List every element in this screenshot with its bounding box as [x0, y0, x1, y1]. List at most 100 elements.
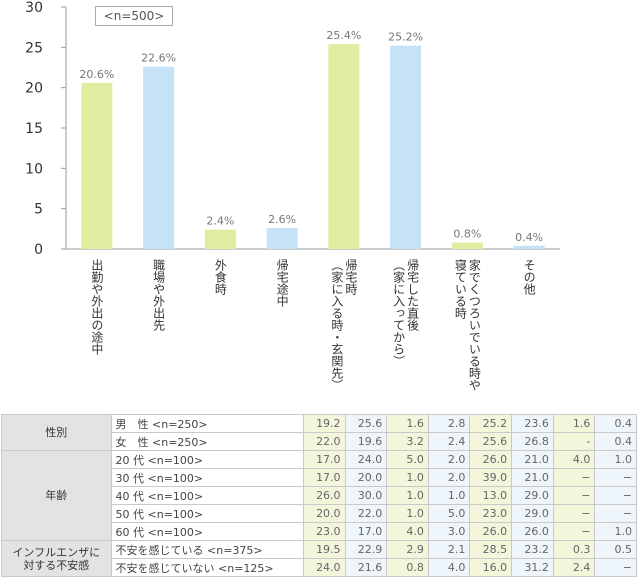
row-label: 不安を感じている <n=375> [110, 540, 304, 559]
category-label: （家に入ってから） [392, 259, 406, 367]
table-cell: 17.0 [302, 468, 346, 487]
chart-axes [61, 6, 560, 250]
table-cell: − [594, 558, 637, 577]
bar [328, 44, 360, 250]
bar [143, 66, 175, 250]
table-cell: 26.0 [469, 522, 513, 541]
table-row: 年齢 20 代 <n=100> 17.0 24.0 5.0 2.0 26.0 21.0 4.0 1… [1, 450, 637, 541]
table-cell: − [594, 468, 637, 487]
table-cell: 1.0 [386, 504, 429, 523]
row-label: 女 性 <n=250> [110, 432, 304, 451]
table-cell: 0.3 [552, 540, 596, 559]
y-tick-label: 10 [25, 161, 43, 177]
bar [390, 45, 422, 249]
bar [266, 228, 298, 249]
table-cell: - [552, 432, 596, 451]
table-cell: 22.9 [344, 540, 388, 559]
table-cell: 2.9 [386, 540, 429, 559]
row-label: 50 代 <n=100> [110, 504, 304, 523]
table-cell: 21.0 [511, 450, 554, 469]
row-label: 20 代 <n=100> [110, 450, 304, 469]
table-cell: 22.0 [344, 504, 388, 523]
table-cell: 29.0 [511, 486, 554, 505]
y-tick-label: 15 [25, 121, 43, 137]
table-row: 性別男 性 <n=250> 19.2 25.6 1.6 2.8 25.2 23.6 1.6 0.… [1, 414, 637, 451]
breakdown-table: 性別男 性 <n=250> 19.2 25.6 1.6 2.8 25.2 23.6 1.6 0.… [1, 414, 637, 577]
breakdown-table-wrap: 性別男 性 <n=250> 19.2 25.6 1.6 2.8 25.2 23.6 1.6 0.… [1, 414, 637, 577]
group-label-line: 対する不安感 [23, 558, 90, 572]
row-label: 30 代 <n=100> [110, 468, 304, 487]
table-cell: 1.6 [386, 414, 429, 433]
category-label: 帰宅した直後 [406, 259, 420, 331]
category-label: 家でくつろいでいる時や [467, 258, 481, 391]
group-label-line: 年齢 [45, 489, 68, 502]
bar-value-label: 2.6% [268, 213, 296, 226]
table-cell: 2.8 [427, 414, 471, 433]
table-cell: 17.0 [302, 450, 346, 469]
bar-value-label: 0.4% [515, 231, 543, 244]
y-tick-label: 30 [25, 0, 43, 16]
table-cell: 31.2 [511, 558, 554, 577]
group-label: 性別 [1, 414, 112, 451]
table-cell: 1.0 [427, 486, 471, 505]
table-cell: 26.0 [469, 450, 513, 469]
bar-value-label: 25.4% [326, 29, 361, 42]
table-cell: 39.0 [469, 468, 513, 487]
table-row: 30 代 <n=100> 17.0 20.0 1.0 2.0 39.0 21.0− − [2, 468, 637, 487]
table-cell: 23.0 [469, 504, 513, 523]
table-cell: 1.0 [594, 450, 637, 469]
chart-bars [81, 44, 545, 250]
table-cell: 1.0 [594, 522, 637, 541]
row-label: 40 代 <n=100> [110, 486, 304, 505]
table-cell: − [594, 486, 637, 505]
table-row: 女 性 <n=250> 22.0 19.6 3.2 2.4 25.6 26.8-0.4 [2, 432, 637, 451]
table-row: 50 代 <n=100> 20.0 22.0 1.0 5.0 23.0 29.0− − [2, 504, 637, 523]
table-cell: 19.6 [344, 432, 388, 451]
group-label: 年齢 [1, 450, 112, 541]
y-tick-label: 0 [34, 242, 43, 258]
chart-labels: 0 5 10 15 20 25 30 20.6% 出勤や外出の途中 22.6% 職場や外出先 2.4%… [25, 0, 543, 391]
table-cell: 29.0 [511, 504, 554, 523]
bar-value-label: 20.6% [79, 68, 114, 81]
table-cell: 2.0 [427, 468, 471, 487]
table-cell: 20.0 [302, 504, 346, 523]
bar [204, 229, 236, 249]
table-cell: 2.1 [427, 540, 471, 559]
table-cell: 20.0 [344, 468, 388, 487]
table-cell: 16.0 [469, 558, 513, 577]
table-cell: 0.4 [594, 414, 637, 433]
category-label: 帰宅途中 [275, 259, 289, 307]
table-cell: 13.0 [469, 486, 513, 505]
table-cell: 2.4 [427, 432, 471, 451]
table-cell: 0.8 [386, 558, 429, 577]
category-label: （家に入る時・玄関先） [330, 259, 344, 391]
row-label: 男 性 <n=250> [110, 414, 304, 433]
table-cell: 22.0 [302, 432, 346, 451]
table-row: 60 代 <n=100> 23.0 17.0 4.0 3.0 26.0 26.0−1.0 [2, 522, 637, 541]
group-label-line: 性別 [45, 426, 68, 439]
table-cell: 26.8 [511, 432, 554, 451]
table-cell: 25.6 [344, 414, 388, 433]
table-cell: 26.0 [302, 486, 346, 505]
bar [513, 245, 545, 249]
table-cell: 30.0 [344, 486, 388, 505]
bar-value-label: 22.6% [141, 52, 176, 65]
bar-chart: 0 5 10 15 20 25 30 20.6% 出勤や外出の途中 22.6% 職場や外出先 2.4%… [25, 0, 560, 391]
table-cell: 21.0 [511, 468, 554, 487]
table-cell: 23.0 [302, 522, 346, 541]
y-tick-label: 20 [25, 81, 43, 97]
y-tick-label: 25 [25, 40, 43, 56]
table-cell: 5.0 [427, 504, 471, 523]
table-row: 40 代 <n=100> 26.0 30.0 1.0 1.0 13.0 29.0− − [2, 486, 637, 505]
table-cell: 1.0 [386, 486, 429, 505]
sample-size-label: <n=500> [95, 6, 173, 26]
category-label: 寝ている時 [453, 258, 467, 319]
table-cell: − [552, 522, 596, 541]
group-label-line: インフルエンザに [12, 545, 101, 559]
table-cell: 3.0 [427, 522, 471, 541]
table-cell: − [552, 468, 596, 487]
table-cell: 1.6 [552, 414, 596, 433]
table-cell: − [594, 504, 637, 523]
table-cell: 0.4 [594, 432, 637, 451]
bar-value-label: 0.8% [453, 228, 481, 241]
